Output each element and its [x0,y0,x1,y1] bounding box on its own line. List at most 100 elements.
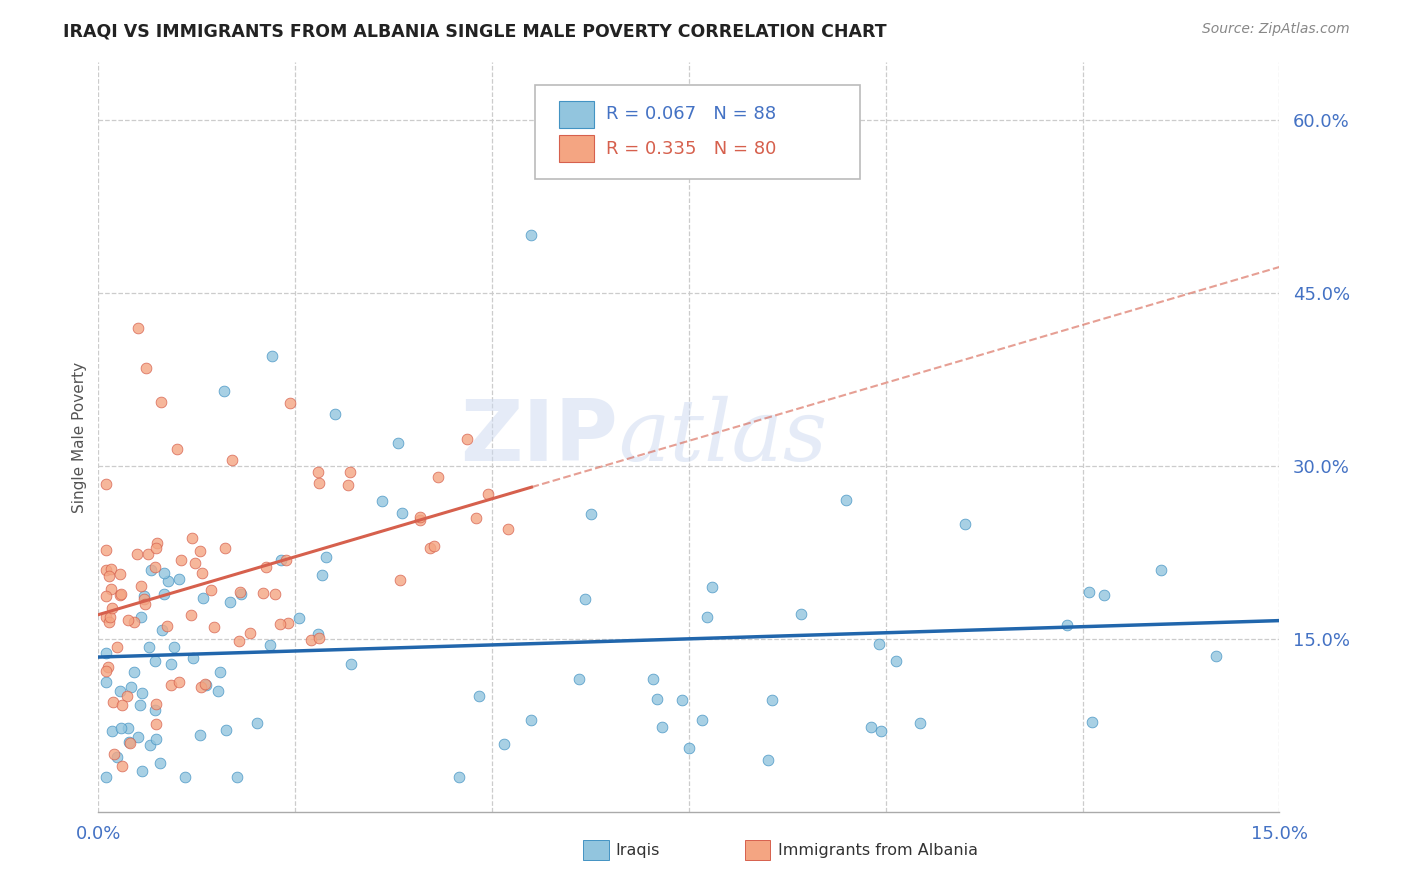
Text: Immigrants from Albania: Immigrants from Albania [778,843,977,857]
Point [103,695,125,709]
Point [496,522,519,536]
Point [692,713,714,727]
Point [1092,588,1115,602]
Text: R = 0.067   N = 88: R = 0.067 N = 88 [606,105,776,123]
Point [245,716,267,731]
Text: R = 0.335   N = 80: R = 0.335 N = 80 [606,140,776,158]
Point [388,574,411,588]
Point [149,756,172,770]
Point [108,567,131,582]
Point [579,508,602,522]
Point [225,770,247,784]
Point [125,547,148,561]
Point [231,587,253,601]
Point [270,553,292,567]
Point [138,640,160,655]
Point [391,506,413,520]
Point [252,586,274,600]
Point [1080,715,1102,730]
Point [288,611,311,625]
Point [202,620,225,634]
Point [108,588,131,602]
Point [260,350,283,364]
Point [323,407,346,421]
Point [315,550,337,565]
Point [131,764,153,779]
Point [134,597,156,611]
Point [127,320,149,334]
Point [409,513,432,527]
Point [98,609,121,624]
Point [105,750,128,764]
Point [520,713,543,727]
Point [337,478,360,492]
Point [465,510,488,524]
Point [387,435,409,450]
Point [190,680,212,694]
Point [96,770,118,784]
Point [122,615,145,629]
Point [117,613,139,627]
Point [191,566,214,581]
Point [132,592,155,607]
Point [761,693,783,707]
Point [307,626,329,640]
Point [1205,649,1227,664]
Point [299,632,322,647]
Point [340,657,363,671]
Point [160,678,183,692]
Point [194,678,217,692]
Point [884,654,907,668]
Point [492,737,515,751]
Point [468,689,491,703]
Point [423,539,446,553]
Point [239,626,262,640]
Point [100,562,122,576]
Point [1150,563,1173,577]
Point [96,589,118,603]
Point [101,723,124,738]
Point [184,557,207,571]
Point [145,732,167,747]
Point [97,660,120,674]
Point [756,753,779,767]
Point [277,615,299,630]
Point [139,738,162,752]
Point [111,758,134,772]
Point [269,617,291,632]
Point [200,582,222,597]
Point [308,631,330,645]
Point [127,730,149,744]
Point [139,563,162,577]
Point [307,465,329,479]
Y-axis label: Single Male Poverty: Single Male Poverty [72,361,87,513]
Point [1056,618,1078,632]
Point [145,716,167,731]
Point [145,697,167,711]
Point [520,228,543,243]
Point [153,586,176,600]
Point [678,741,700,756]
Point [96,563,118,577]
Bar [560,101,595,128]
Point [117,721,139,735]
Point [128,698,150,712]
Point [110,721,132,735]
Point [122,665,145,679]
Point [645,692,668,706]
Point [110,587,132,601]
Point [131,686,153,700]
Point [111,698,134,712]
Point [96,664,118,678]
Point [194,677,217,691]
Point [103,747,125,761]
Point [339,465,361,479]
Point [477,486,499,500]
Point [167,674,190,689]
Point [101,601,124,615]
Text: atlas: atlas [619,396,827,478]
Point [370,494,392,508]
Point [215,723,238,738]
Point [156,619,179,633]
Text: Iraqis: Iraqis [616,843,661,857]
